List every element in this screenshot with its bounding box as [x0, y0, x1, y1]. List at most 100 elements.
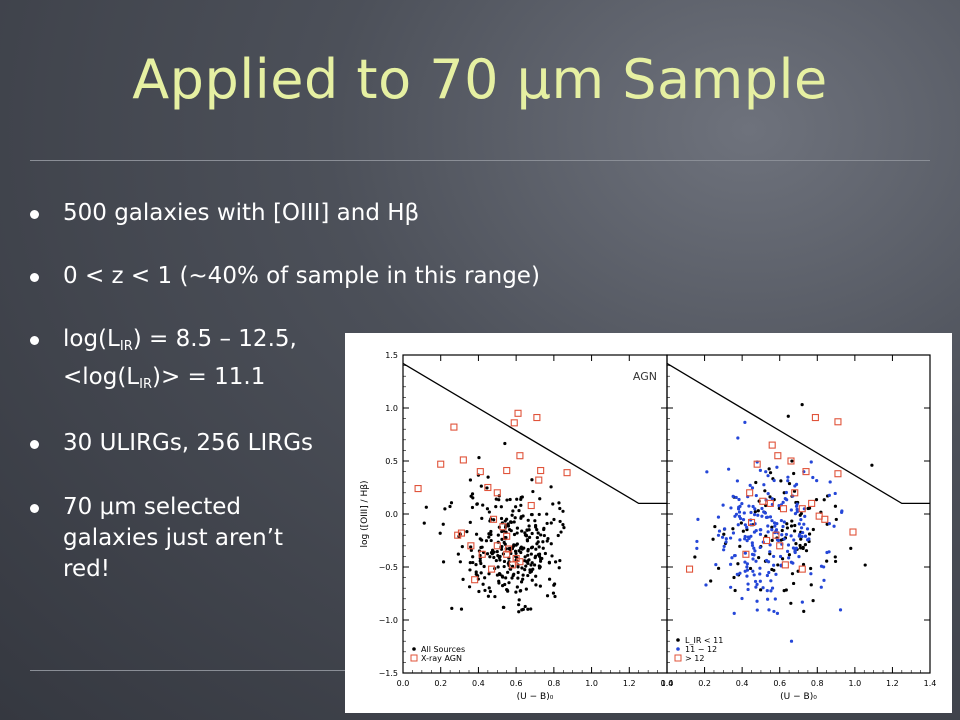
- data-point: [737, 510, 742, 514]
- data-point: [468, 561, 472, 565]
- data-point: [761, 586, 765, 590]
- data-point: [487, 535, 491, 539]
- data-point: [489, 529, 493, 534]
- data-point: [546, 537, 550, 541]
- data-point: [510, 576, 514, 580]
- data-point: [747, 536, 751, 540]
- data-point-square: [533, 413, 541, 422]
- data-point: [732, 611, 736, 615]
- data-point: [807, 537, 811, 541]
- data-point: [834, 517, 838, 522]
- data-point: [532, 563, 537, 567]
- data-point: [474, 532, 479, 536]
- data-point: [536, 553, 541, 557]
- data-point: [783, 496, 787, 501]
- data-point: [482, 564, 486, 569]
- data-point: [526, 553, 530, 557]
- data-point: [798, 543, 802, 548]
- y-tick-label: 1.0: [385, 404, 398, 413]
- data-point: [840, 510, 844, 514]
- data-point: [743, 420, 747, 424]
- data-point: [487, 586, 491, 590]
- data-point: [722, 532, 726, 536]
- data-point: [790, 572, 795, 576]
- data-point: [551, 502, 555, 506]
- data-point: [422, 521, 426, 525]
- data-point: [752, 553, 756, 557]
- data-point-square: [766, 499, 774, 507]
- data-point: [521, 573, 525, 577]
- data-point: [461, 577, 465, 582]
- data-point: [477, 456, 481, 460]
- data-point: [502, 559, 507, 564]
- data-point-square: [779, 505, 788, 513]
- data-point: [757, 556, 761, 560]
- data-point: [552, 582, 557, 586]
- data-point: [520, 566, 524, 570]
- slide-title: Applied to 70 μm Sample: [132, 48, 828, 111]
- data-point: [735, 572, 739, 577]
- data-point: [785, 526, 790, 530]
- data-point: [483, 576, 487, 580]
- data-point: [541, 540, 545, 544]
- data-point: [523, 604, 527, 609]
- data-point: [716, 566, 721, 570]
- data-point: [789, 560, 793, 564]
- data-point-square: [791, 489, 799, 497]
- data-point-square: [834, 470, 842, 478]
- data-point: [506, 522, 510, 526]
- data-point: [772, 478, 776, 483]
- data-point: [500, 537, 504, 541]
- data-point: [537, 564, 541, 568]
- data-point: [784, 532, 789, 537]
- x-tick-label: 1.0: [585, 679, 598, 688]
- data-point: [822, 565, 826, 569]
- data-point: [478, 559, 482, 563]
- data-point: [770, 528, 774, 532]
- data-point: [734, 512, 739, 516]
- data-point: [802, 522, 806, 526]
- data-point: [799, 546, 803, 550]
- y-axis-label: log ([OIII] / Hβ): [360, 481, 370, 548]
- data-point: [760, 514, 764, 518]
- data-point: [492, 555, 496, 560]
- data-point: [752, 513, 757, 517]
- data-point: [753, 510, 757, 514]
- data-point: [716, 533, 721, 537]
- data-point: [751, 504, 755, 509]
- data-point: [513, 549, 518, 553]
- y-tick-label: 0.0: [385, 510, 398, 519]
- data-point: [510, 564, 515, 568]
- data-point: [495, 550, 499, 554]
- data-point: [505, 498, 509, 502]
- data-point: [468, 478, 473, 482]
- data-point: [795, 507, 799, 511]
- data-point: [769, 579, 773, 583]
- data-point: [549, 521, 553, 525]
- data-point: [474, 563, 478, 567]
- data-point-square: [527, 501, 535, 510]
- x-tick-label: 1.4: [924, 679, 937, 688]
- data-point: [527, 558, 531, 562]
- y-tick-label: −1.0: [379, 616, 398, 625]
- data-point-square: [747, 518, 756, 527]
- data-point: [762, 510, 766, 514]
- data-point: [545, 521, 549, 526]
- data-point: [766, 474, 770, 478]
- data-point: [779, 479, 783, 483]
- data-point: [772, 563, 776, 567]
- data-point: [515, 585, 519, 589]
- data-point: [745, 525, 749, 529]
- data-point-square: [776, 542, 784, 550]
- data-point-square: [437, 460, 445, 468]
- data-point: [833, 504, 838, 508]
- data-point: [811, 599, 815, 603]
- data-point: [798, 513, 802, 517]
- x-tick-label: 0.8: [811, 679, 824, 688]
- data-point: [786, 479, 790, 483]
- data-point: [786, 475, 790, 479]
- data-point: [827, 521, 831, 526]
- data-point: [753, 507, 757, 511]
- data-point: [748, 566, 753, 571]
- data-point: [752, 573, 756, 577]
